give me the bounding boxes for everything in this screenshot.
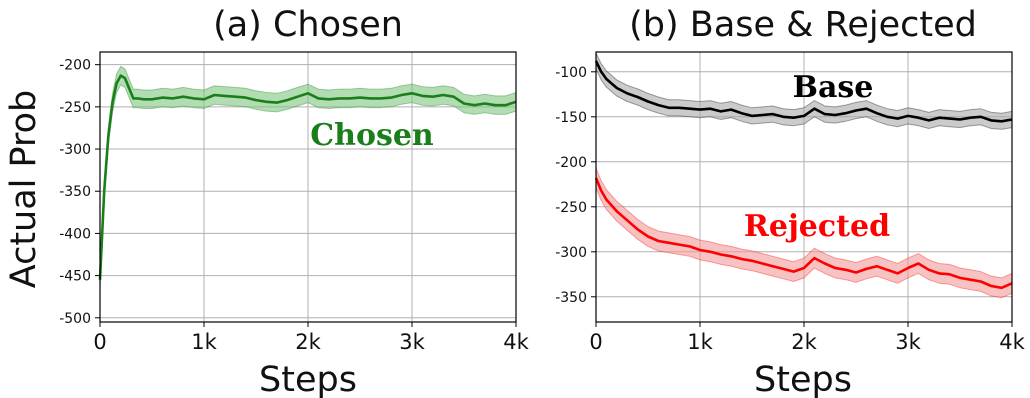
x-tick-label: 3k — [399, 330, 425, 354]
annotation-rejected: Rejected — [744, 209, 890, 244]
series-line-chosen — [98, 74, 517, 280]
y-tick-label: -450 — [59, 269, 91, 285]
y-tick-label: -400 — [59, 226, 91, 242]
y-tick-label: -300 — [59, 142, 91, 158]
x-tick-label: 4k — [503, 330, 529, 354]
x-tick-label: 2k — [295, 330, 321, 354]
x-tick-label: 2k — [791, 330, 817, 354]
panel-b-xlabel: Steps — [754, 360, 852, 398]
panel-b-title: (b) Base & Rejected — [629, 5, 977, 45]
y-tick-label: -200 — [555, 155, 587, 171]
x-tick-label: 0 — [93, 330, 106, 354]
panel-a-xlabel: Steps — [259, 360, 357, 398]
y-tick-label: -200 — [59, 58, 91, 74]
y-tick-label: -100 — [555, 65, 587, 81]
series-line-rejected — [594, 177, 1013, 290]
panel-b-ticks: 0 1k 2k 3k 4k -350 -300 -250 -200 -150 -100 — [555, 65, 1025, 354]
y-tick-label: -350 — [59, 184, 91, 200]
x-tick-label: 3k — [895, 330, 921, 354]
y-tick-label: -500 — [59, 311, 91, 327]
y-tick-label: -250 — [555, 200, 587, 216]
x-tick-label: 0 — [589, 330, 602, 354]
panel-a-ticks: 0 1k 2k 3k 4k -500 -450 -400 -350 -300 -250 -200 — [59, 58, 529, 354]
panel-base-rejected: (b) Base & Rejected Steps 0 1k 2k 3k 4k -350 -… — [555, 5, 1025, 398]
panel-b-grid — [595, 52, 1013, 322]
annotation-chosen: Chosen — [310, 118, 434, 153]
y-tick-label: -150 — [555, 110, 587, 126]
y-tick-label: -250 — [59, 100, 91, 116]
x-tick-label: 1k — [687, 330, 713, 354]
annotation-base: Base — [793, 70, 874, 105]
y-tick-label: -350 — [555, 290, 587, 306]
y-tick-label: -300 — [555, 245, 587, 261]
series-line-base — [594, 60, 1013, 123]
panel-a-ylabel: Actual Prob — [4, 90, 44, 289]
panel-chosen: (a) Chosen Actual Prob Steps 0 1k 2k 3k 4k -5… — [4, 5, 530, 398]
x-tick-label: 4k — [999, 330, 1025, 354]
x-tick-label: 1k — [191, 330, 217, 354]
panel-a-title: (a) Chosen — [213, 5, 403, 45]
